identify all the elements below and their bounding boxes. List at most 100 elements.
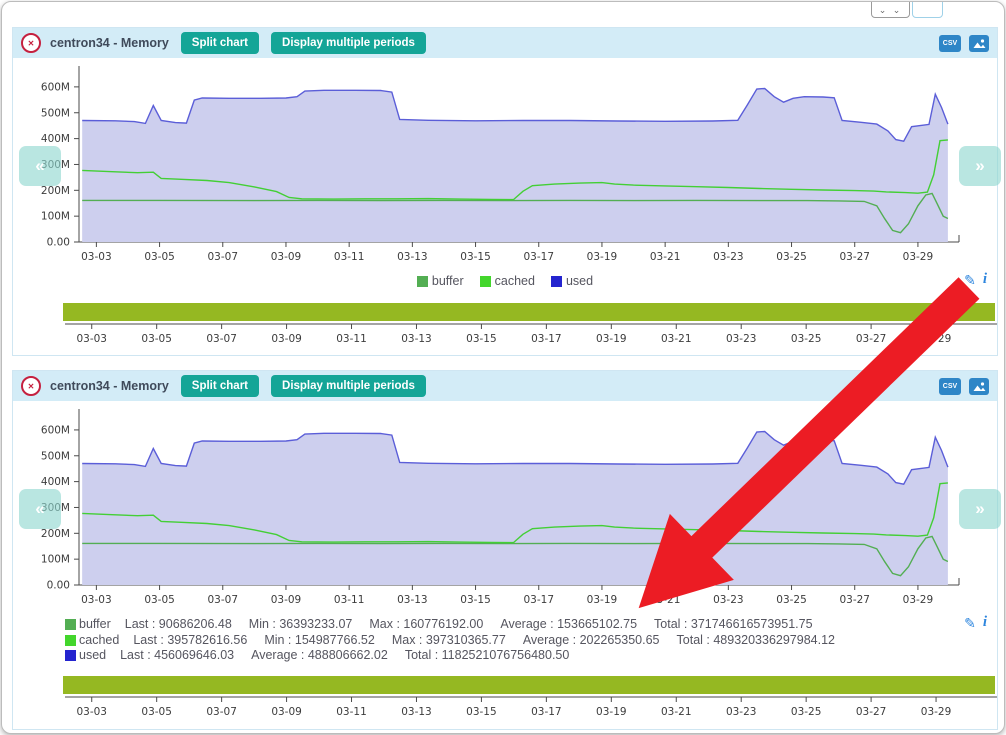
svg-text:03-23: 03-23 [713,594,744,606]
stat-row-used: used Last : 456069646.03 Average : 4888066… [65,648,997,664]
svg-text:03-21: 03-21 [650,594,681,606]
svg-text:03-15: 03-15 [460,251,491,263]
timeline-axis: 03-03 03-05 03-07 03-09 03-11 03-13 03-15 03-17… [65,323,997,345]
memory-area-chart: 600M500M400M300M200M100M0.0003-0303-0503… [41,66,960,263]
export-image-icon[interactable] [969,377,989,395]
stat-total: Total : 371746616573951.75 [654,617,813,631]
chevron-left-icon: « [35,156,45,175]
close-icon[interactable]: ✕ [21,33,41,53]
svg-text:03-21: 03-21 [650,251,681,263]
close-glyph: ✕ [27,38,35,48]
svg-text:03-05: 03-05 [144,594,175,606]
svg-text:03-15: 03-15 [466,333,497,345]
graph-header: ✕ centron34 - Memory Split chart Display… [13,371,997,401]
svg-text:03-17: 03-17 [531,333,562,345]
svg-text:03-27: 03-27 [839,594,870,606]
svg-text:03-23: 03-23 [726,333,757,345]
svg-text:100M: 100M [41,554,70,566]
svg-text:03-19: 03-19 [587,251,618,263]
dropdown-arrows-glyph: ⌄ ⌄ [878,5,903,15]
series-name: used [79,648,107,662]
memory-graph-panel-2: ✕ centron34 - Memory Split chart Display… [12,370,1001,730]
export-csv-icon[interactable]: CSV [939,34,961,52]
edit-pencil-icon[interactable]: ✎ [964,614,976,631]
stat-last: Last : 395782616.56 [133,632,248,647]
chart-tools: ✎ i [964,615,987,630]
legend-item-buffer[interactable]: buffer [416,274,464,288]
scroll-left-button[interactable]: « [19,146,61,186]
scroll-right-button[interactable]: » [959,489,1001,529]
svg-text:600M: 600M [41,424,70,436]
svg-text:100M: 100M [41,211,70,223]
timeline-range-selector[interactable] [63,676,995,694]
partial-button[interactable] [912,2,943,18]
svg-text:03-25: 03-25 [791,706,822,718]
legend-item-cached[interactable]: cached [479,274,535,288]
scroll-left-button[interactable]: « [19,489,61,529]
svg-text:03-11: 03-11 [334,251,365,263]
svg-text:03-27: 03-27 [856,706,887,718]
legend-color-swatch [416,275,428,287]
display-multiple-periods-button[interactable]: Display multiple periods [271,375,426,397]
svg-text:03-07: 03-07 [206,333,237,345]
chevron-left-icon: « [35,499,45,518]
chart-tools: ✎ i [964,272,987,287]
svg-text:03-29: 03-29 [903,594,934,606]
info-icon[interactable]: i [982,271,987,287]
export-csv-icon[interactable]: CSV [939,377,961,395]
split-chart-button[interactable]: Split chart [180,32,260,54]
close-icon[interactable]: ✕ [21,376,41,396]
svg-text:03-05: 03-05 [144,251,175,263]
svg-text:03-15: 03-15 [466,706,497,718]
picture-glyph [973,381,985,391]
svg-text:03-19: 03-19 [587,594,618,606]
series-name: buffer [79,617,111,631]
legend-color-swatch [479,275,491,287]
svg-text:500M: 500M [41,107,70,119]
svg-text:03-03: 03-03 [76,333,107,345]
svg-text:03-05: 03-05 [141,706,172,718]
stat-average: Average : 153665102.75 [500,617,638,631]
stat-last: Last : 90686206.48 [124,617,232,631]
svg-text:03-11: 03-11 [334,594,365,606]
svg-text:03-07: 03-07 [208,594,239,606]
legend-color-swatch [550,275,562,287]
display-multiple-periods-button[interactable]: Display multiple periods [271,32,426,54]
export-image-icon[interactable] [969,34,989,52]
svg-text:03-09: 03-09 [271,251,302,263]
stat-min: Min : 36393233.07 [248,617,353,631]
legend-color-swatch [65,650,76,662]
svg-text:03-23: 03-23 [713,251,744,263]
svg-text:03-25: 03-25 [791,333,822,345]
svg-text:03-17: 03-17 [531,706,562,718]
svg-text:03-13: 03-13 [401,706,432,718]
svg-text:0.00: 0.00 [47,580,70,592]
graph-header: ✕ centron34 - Memory Split chart Display… [13,28,997,58]
svg-text:03-15: 03-15 [460,594,491,606]
dropdown-arrows-icon[interactable]: ⌄ ⌄ [871,2,910,18]
svg-text:03-17: 03-17 [523,594,554,606]
stat-row-buffer: buffer Last : 90686206.48 Min : 36393233.0… [65,617,997,633]
stat-max: Max : 160776192.00 [369,617,484,631]
legend-color-swatch [65,634,76,646]
svg-text:400M: 400M [41,133,70,145]
info-icon[interactable]: i [982,614,987,630]
picture-glyph [973,38,985,48]
graph-title: centron34 - Memory [50,379,169,393]
stat-max: Max : 397310365.77 [391,632,506,647]
edit-pencil-icon[interactable]: ✎ [964,271,976,288]
svg-text:03-03: 03-03 [81,594,112,606]
svg-text:03-25: 03-25 [776,594,807,606]
scroll-right-button[interactable]: » [959,146,1001,186]
svg-text:03-03: 03-03 [76,706,107,718]
legend-item-used[interactable]: used [550,274,593,288]
svg-text:03-13: 03-13 [397,594,428,606]
svg-text:200M: 200M [41,528,70,540]
svg-text:0.00: 0.00 [47,237,70,249]
svg-text:400M: 400M [41,476,70,488]
timeline-range-selector[interactable] [63,303,995,321]
svg-text:500M: 500M [41,450,70,462]
stat-average: Average : 488806662.02 [251,648,388,662]
svg-text:03-25: 03-25 [776,251,807,263]
split-chart-button[interactable]: Split chart [180,375,260,397]
